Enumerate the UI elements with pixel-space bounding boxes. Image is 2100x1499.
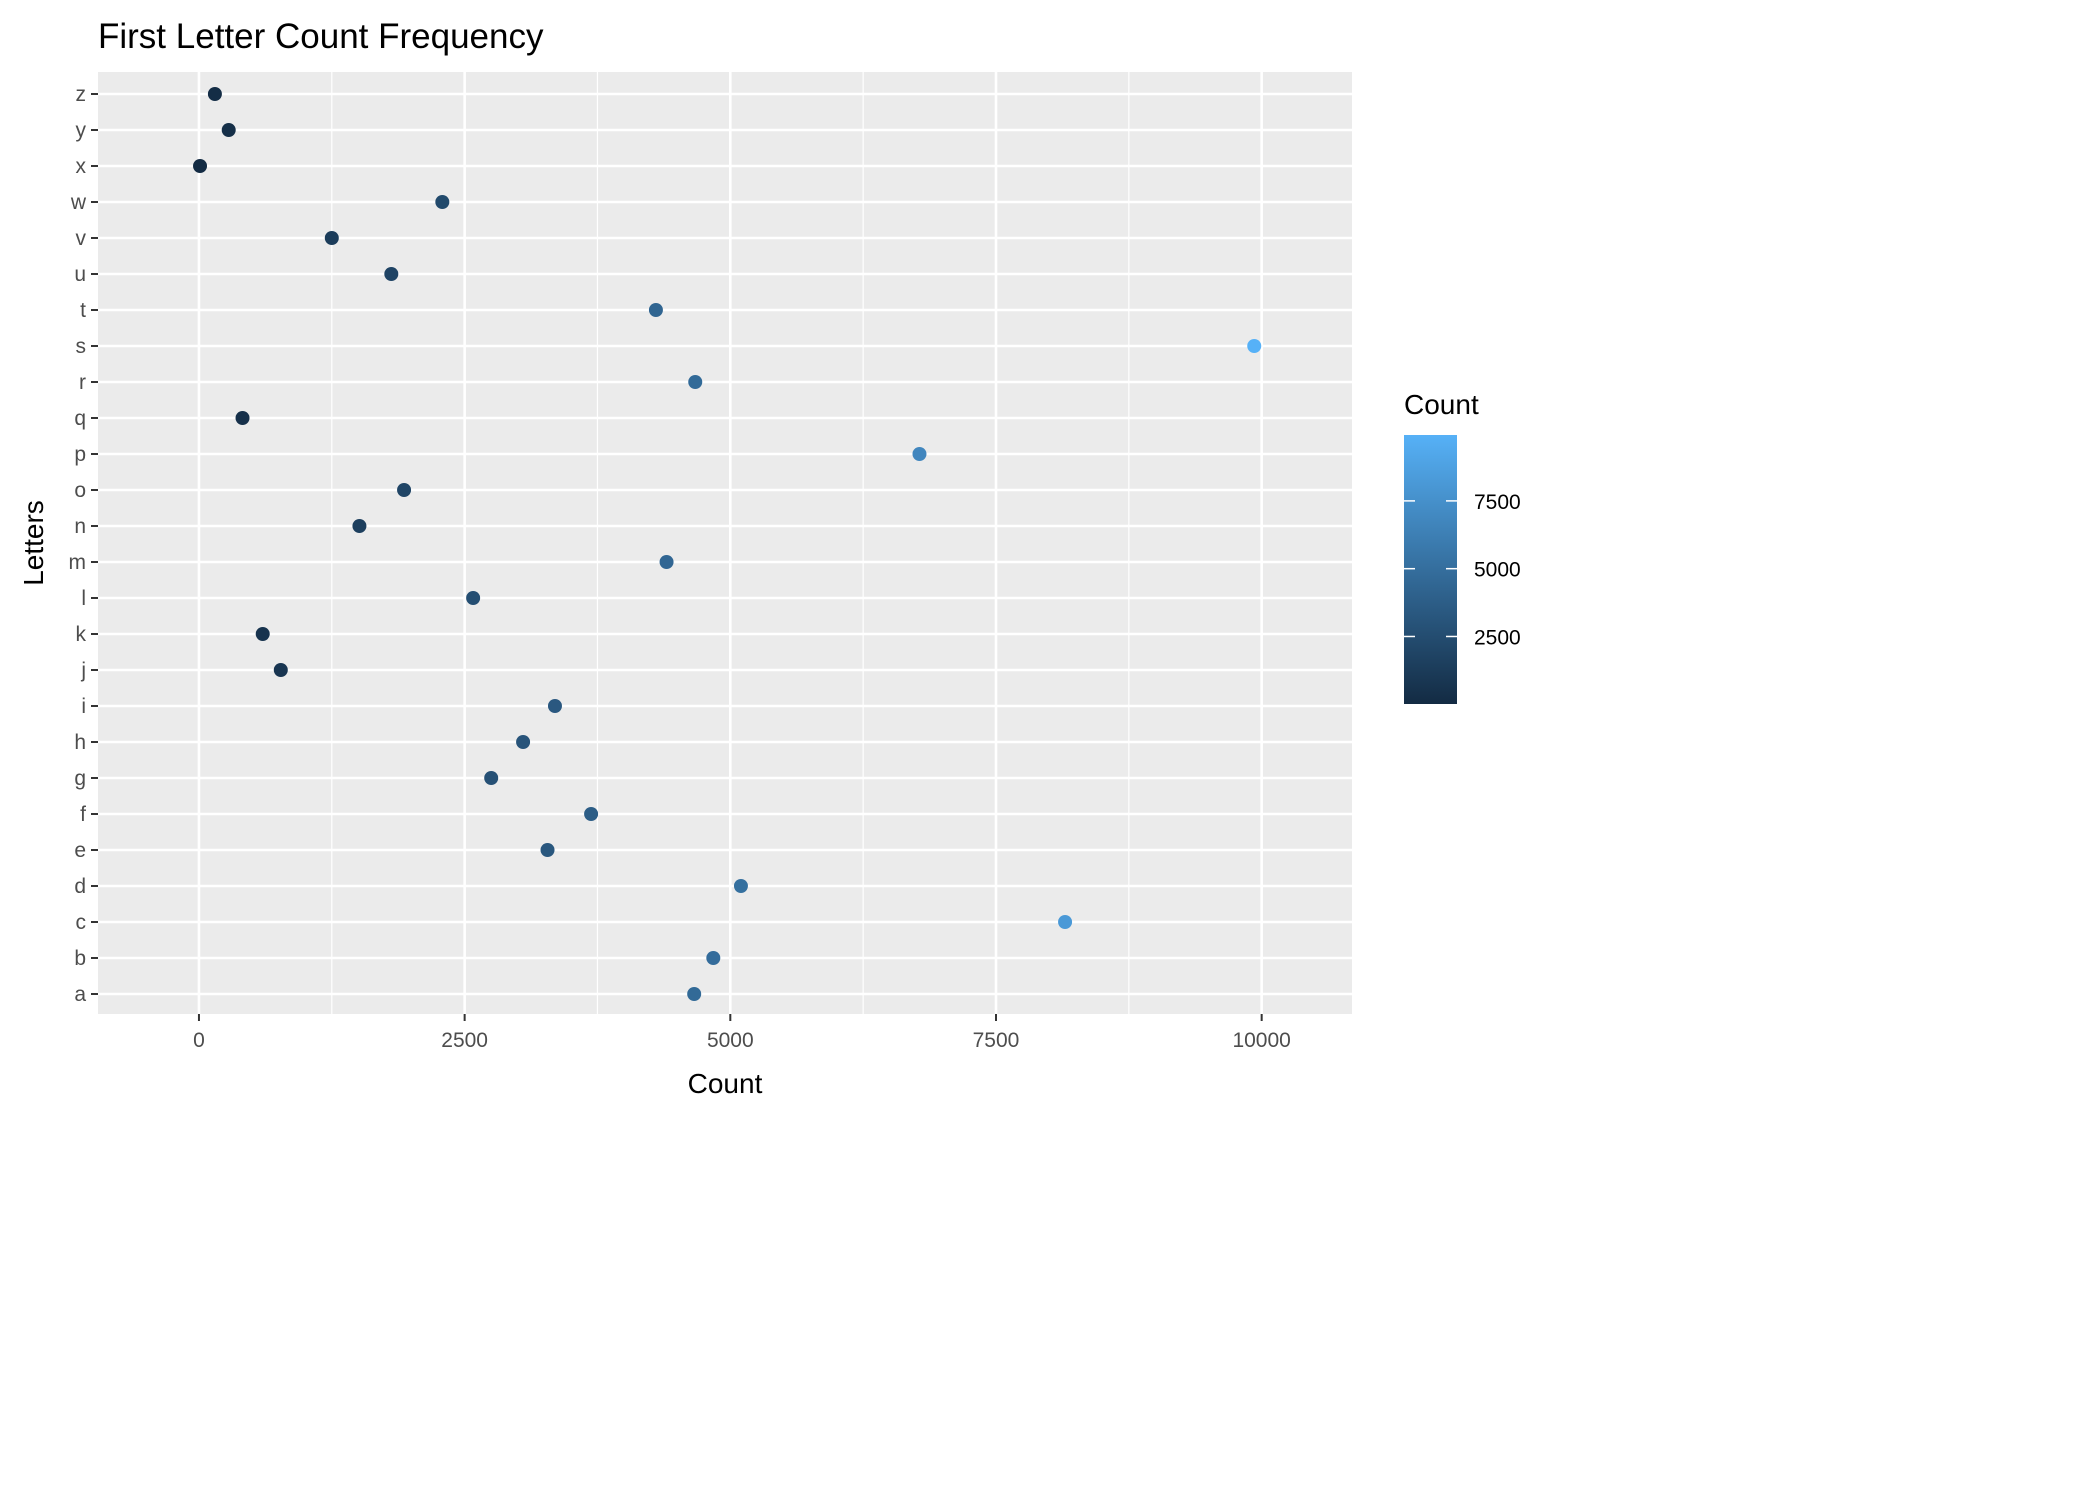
y-tick-label: q	[74, 407, 86, 430]
point-y	[221, 123, 236, 137]
y-tick-label: b	[74, 947, 86, 970]
legend-title: Count	[1404, 389, 1479, 420]
point-r	[688, 375, 703, 389]
point-z	[207, 87, 222, 101]
y-tick-label: a	[74, 983, 86, 1006]
y-tick-label: z	[76, 83, 87, 106]
y-tick-label: p	[74, 443, 86, 466]
point-p	[912, 447, 927, 461]
y-tick-label: l	[81, 587, 86, 610]
x-tick-label: 10000	[1232, 1029, 1290, 1052]
y-tick-label: m	[69, 551, 87, 574]
legend: Count 2500 5000 7500	[1404, 389, 1521, 704]
point-u	[384, 267, 399, 281]
point-m	[659, 555, 674, 569]
y-tick-label: y	[76, 119, 87, 142]
y-tick-label: r	[79, 371, 86, 394]
y-tick-label: x	[76, 155, 87, 178]
point-x	[193, 159, 208, 173]
point-g	[484, 771, 499, 785]
y-axis-title: Letters	[18, 500, 49, 586]
grid-major	[98, 72, 1352, 1014]
y-tick-label: o	[74, 479, 86, 502]
point-q	[235, 411, 250, 425]
legend-ticks: 2500 5000 7500	[1404, 491, 1521, 649]
point-a	[687, 987, 702, 1001]
point-k	[255, 627, 270, 641]
legend-tick-label: 5000	[1474, 559, 1521, 582]
point-s	[1247, 339, 1262, 353]
chart: First Letter Count Frequency abcdefghijk…	[18, 17, 1521, 1099]
point-f	[584, 807, 599, 821]
point-o	[397, 483, 412, 497]
y-tick-label: e	[74, 839, 86, 862]
y-tick-label: k	[76, 623, 87, 646]
point-v	[324, 231, 339, 245]
x-tick-label: 0	[193, 1029, 205, 1052]
y-tick-label: d	[74, 875, 86, 898]
chart-title: First Letter Count Frequency	[98, 17, 544, 56]
y-tick-label: i	[81, 695, 86, 718]
points	[193, 87, 1262, 1001]
y-tick-label: n	[74, 515, 86, 538]
point-i	[547, 699, 562, 713]
y-tick-label: f	[80, 803, 86, 826]
y-tick-label: j	[80, 659, 86, 682]
point-w	[435, 195, 450, 209]
y-tick-label: g	[74, 767, 86, 790]
y-tick-label: t	[80, 299, 86, 322]
y-tick-label: s	[76, 335, 87, 358]
x-tick-label: 5000	[707, 1029, 754, 1052]
y-tick-label: w	[70, 191, 87, 214]
point-d	[733, 879, 748, 893]
x-tick-label: 7500	[973, 1029, 1020, 1052]
y-tick-label: v	[76, 227, 87, 250]
y-tick-label: h	[74, 731, 86, 754]
point-c	[1058, 915, 1073, 929]
point-n	[352, 519, 367, 533]
point-b	[706, 951, 721, 965]
colorbar	[1404, 435, 1457, 704]
plot-panel	[98, 72, 1352, 1014]
point-t	[648, 303, 663, 317]
point-e	[540, 843, 555, 857]
legend-tick-label: 7500	[1474, 491, 1521, 514]
panel-background	[98, 72, 1352, 1014]
x-tick-label: 2500	[441, 1029, 488, 1052]
y-tick-label: u	[74, 263, 86, 286]
grid-minor	[331, 72, 1130, 1014]
point-h	[516, 735, 531, 749]
x-axis: 0 2500 5000 7500 10000	[193, 1014, 1291, 1052]
y-tick-label: c	[76, 911, 87, 934]
point-j	[273, 663, 288, 677]
x-axis-title: Count	[688, 1068, 763, 1099]
point-l	[466, 591, 481, 605]
legend-tick-label: 2500	[1474, 626, 1521, 649]
